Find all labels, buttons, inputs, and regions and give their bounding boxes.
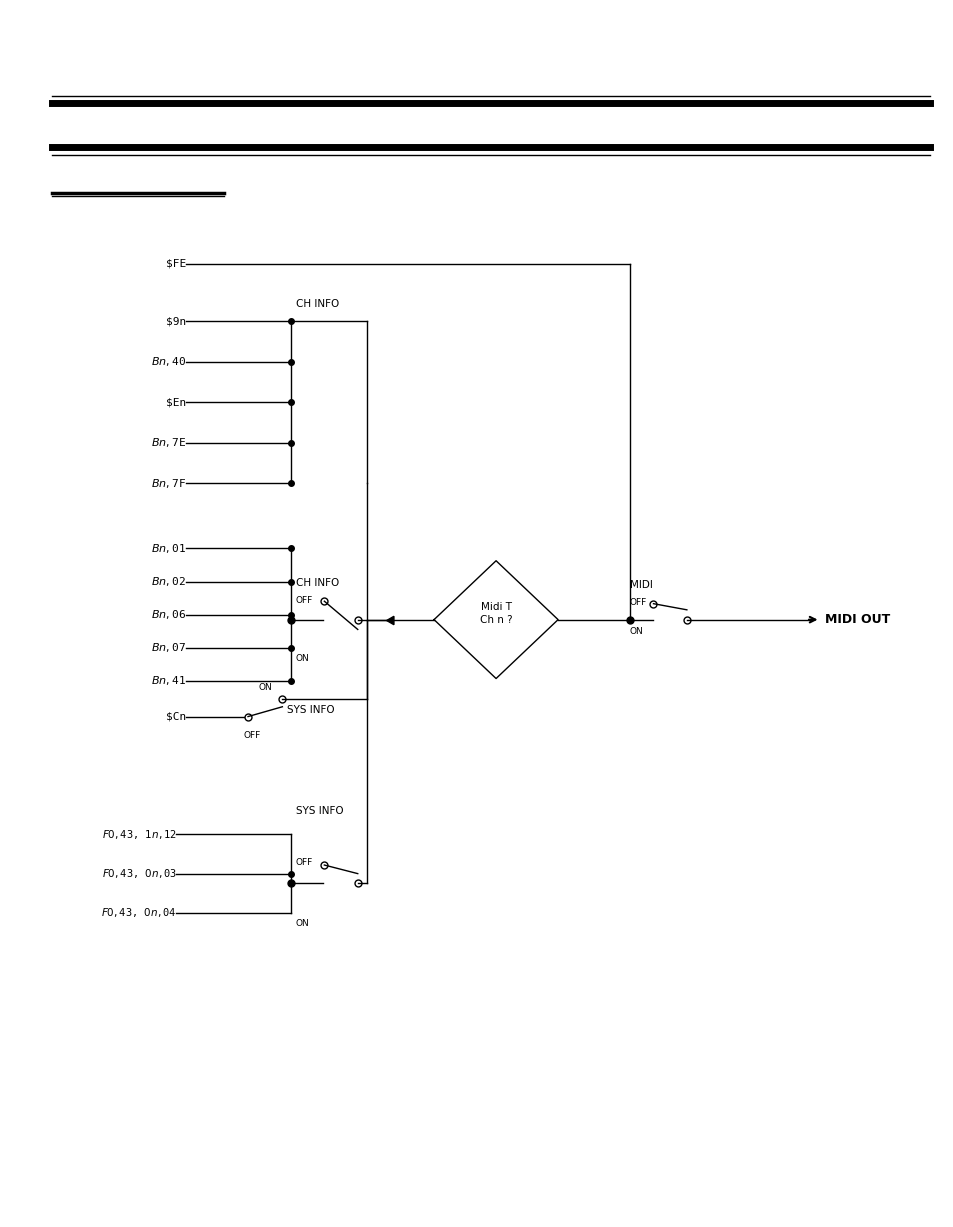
Text: $F0, $43, $1n, $12: $F0, $43, $1n, $12: [101, 828, 176, 840]
Text: Midi T
Ch n ?: Midi T Ch n ?: [479, 602, 512, 625]
Text: OFF: OFF: [243, 731, 260, 740]
Text: $Cn: $Cn: [166, 712, 186, 721]
Text: $Bn, $7F: $Bn, $7F: [151, 477, 186, 490]
Text: $Bn, $7E: $Bn, $7E: [151, 437, 186, 449]
Text: CH INFO: CH INFO: [295, 299, 338, 309]
Text: OFF: OFF: [295, 596, 313, 605]
Text: ON: ON: [295, 654, 309, 663]
Text: $Bn, $02: $Bn, $02: [152, 575, 186, 588]
Text: $9n: $9n: [166, 317, 186, 326]
Text: $F0, $43, $0n, $03: $F0, $43, $0n, $03: [101, 867, 176, 880]
Text: $Bn, $41: $Bn, $41: [151, 675, 186, 687]
Text: ON: ON: [295, 919, 309, 928]
Text: OFF: OFF: [629, 598, 646, 607]
Text: MIDI OUT: MIDI OUT: [824, 614, 889, 626]
Text: $Bn, $06: $Bn, $06: [151, 609, 186, 621]
Text: $Bn, $07: $Bn, $07: [151, 642, 186, 654]
Text: ON: ON: [258, 683, 272, 692]
Text: $Bn, $01: $Bn, $01: [151, 542, 186, 555]
Text: ON: ON: [629, 627, 642, 637]
Text: $F0, $43, $0n, $04: $F0, $43, $0n, $04: [101, 907, 176, 919]
Text: CH INFO: CH INFO: [295, 578, 338, 588]
Text: SYS INFO: SYS INFO: [287, 706, 335, 715]
Text: OFF: OFF: [295, 859, 313, 867]
Text: $Bn, $40: $Bn, $40: [151, 356, 186, 368]
Text: SYS INFO: SYS INFO: [295, 806, 343, 816]
Text: MIDI: MIDI: [629, 580, 652, 590]
Text: $FE: $FE: [166, 259, 186, 269]
Text: $En: $En: [166, 398, 186, 407]
